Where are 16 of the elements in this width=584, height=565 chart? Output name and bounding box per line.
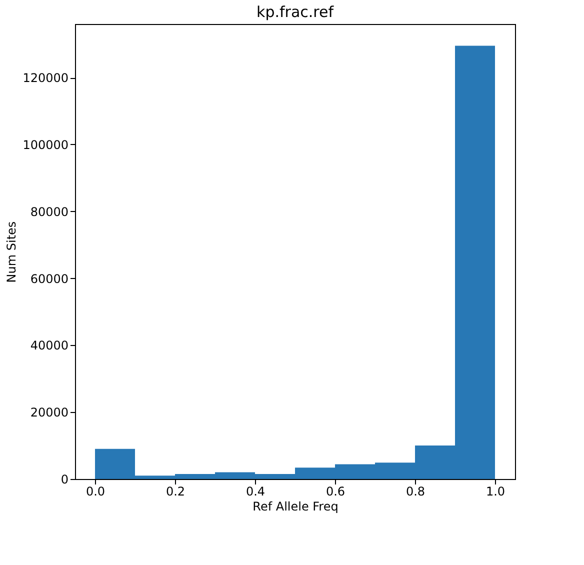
y-tick-label: 120000 xyxy=(22,71,68,86)
x-tick-label: 0.6 xyxy=(326,484,346,498)
x-tick-label: 0.8 xyxy=(406,484,426,498)
y-tick-label: 100000 xyxy=(22,138,68,152)
chart-title: kp.frac.ref xyxy=(256,3,334,21)
y-tick-label: 20000 xyxy=(30,406,68,420)
x-tick-label: 0.2 xyxy=(166,484,186,498)
y-tick-label: 0 xyxy=(60,472,68,486)
x-tick-label: 0.4 xyxy=(246,484,266,498)
y-tick-label: 80000 xyxy=(30,204,68,219)
y-tick-label: 40000 xyxy=(30,338,68,353)
x-axis-title: Ref Allele Freq xyxy=(252,500,338,514)
x-tick-label: 1.0 xyxy=(486,484,506,498)
x-tick-label: 0.0 xyxy=(86,484,106,498)
y-tick-label: 60000 xyxy=(30,272,68,286)
y-axis-title: Num Sites xyxy=(4,221,19,283)
